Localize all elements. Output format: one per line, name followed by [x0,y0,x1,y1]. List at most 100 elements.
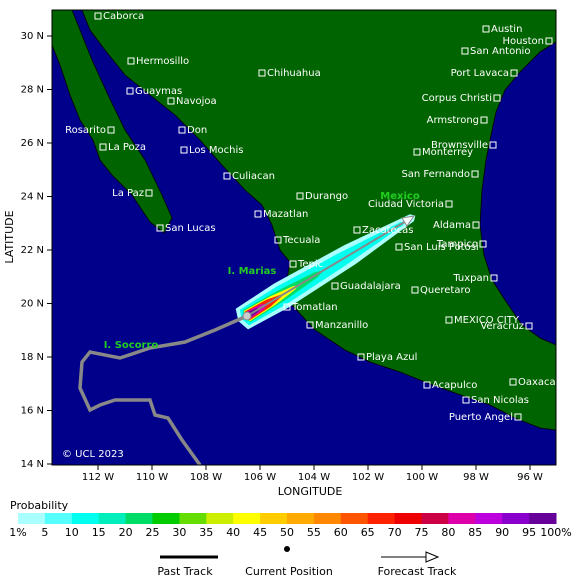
place-label: Culiacan [232,171,275,182]
place-marker [167,97,175,105]
place-marker [94,12,102,20]
place-label: Monterrey [422,147,473,158]
place-marker [479,240,487,248]
colorbar-label: 45 [253,526,267,539]
colorbar-label: 50 [280,526,294,539]
legend-forecast-arrow [425,551,440,563]
region-label: I. Socorro [104,340,159,351]
y-tick-label: 22 N [21,245,44,256]
colorbar-segment [98,513,127,524]
colorbar-segment [233,513,261,524]
legend-current-dot [284,546,290,552]
place-label: La Poza [108,142,146,153]
place-marker [223,172,231,180]
place-label: San Fernando [401,169,470,180]
place-label: Guadalajara [340,281,401,292]
copyright: © UCL 2023 [62,449,124,460]
colorbar-label: 5 [41,526,48,539]
place-marker [462,396,470,404]
place-marker [545,37,553,45]
colorbar-segment [152,513,180,524]
place-label: Ciudad Victoria [368,199,444,210]
region-label: I. Marias [228,266,277,277]
place-marker [306,321,314,329]
place-label: MEXICO CITY [454,315,520,326]
x-tick-label: 98 W [463,472,489,483]
colorbar-segment [179,513,207,524]
colorbar-label: 15 [92,526,106,539]
place-label: Guaymas [135,86,182,97]
place-marker [471,170,479,178]
colorbar-segment [448,513,476,524]
place-marker [289,260,297,268]
colorbar-segment [287,513,315,524]
colorbar-label: 10 [65,526,79,539]
x-tick-label: 112 W [82,472,114,483]
colorbar-label: 80 [441,526,455,539]
place-marker [461,47,469,55]
colorbar-label: 95 [522,526,536,539]
colorbar-label: 65 [361,526,375,539]
place-marker [445,200,453,208]
place-label: La Paz [112,188,144,199]
place-label: Port Lavaca [451,68,509,79]
colorbar-label: 60 [334,526,348,539]
place-label: San Luis Potosi [404,242,479,253]
place-marker [525,322,533,330]
x-tick-label: 108 W [190,472,222,483]
place-marker [514,413,522,421]
place-label: San Lucas [165,223,216,234]
y-tick-label: 26 N [21,138,44,149]
place-marker [99,143,107,151]
legend-past: Past Track [157,565,213,578]
place-marker [180,146,188,154]
y-tick-label: 14 N [21,459,44,470]
place-marker [258,69,266,77]
legend-title: Probability [10,499,69,512]
place-marker [395,243,403,251]
colorbar-segment [125,513,153,524]
colorbar-segment [367,513,396,524]
place-label: San Nicolas [471,395,529,406]
colorbar-segment [260,513,288,524]
place-label: Los Mochis [189,145,243,156]
place-label: Puerto Angel [449,412,513,423]
place-marker [413,148,421,156]
place-label: Playa Azul [366,352,417,363]
colorbar-label: 40 [226,526,240,539]
place-marker [490,274,498,282]
place-marker [509,378,517,386]
place-label: Brownsville [431,140,488,151]
place-label: Chihuahua [267,68,321,79]
y-tick-label: 30 N [21,31,44,42]
legend-current: Current Position [245,565,333,578]
place-label: Durango [305,191,348,202]
place-label: Manzanillo [315,320,368,331]
place-label: San Antonio [470,46,530,57]
colorbar-segment [71,513,100,524]
place-label: Houston [502,36,544,47]
colorbar-label: 85 [468,526,482,539]
place-marker [331,282,339,290]
place-label: Zacatecas [362,225,414,236]
y-tick-label: 20 N [21,299,44,310]
map-area [52,10,556,465]
colorbar-segment [313,513,342,524]
current-position [242,311,252,321]
colorbar-segment [206,513,234,524]
place-marker [472,221,480,229]
place-marker [254,210,262,218]
x-tick-label: 102 W [352,472,384,483]
place-marker [145,189,153,197]
colorbar-segment [340,513,369,524]
place-marker [283,303,291,311]
place-marker [107,126,115,134]
y-axis-label: LATITUDE [3,210,16,263]
x-tick-label: 110 W [136,472,168,483]
y-tick-label: 24 N [21,192,44,203]
map-frame [51,9,557,466]
colorbar-label: 70 [388,526,402,539]
place-marker [357,353,365,361]
colorbar-label: 1% [9,526,26,539]
place-label: Armstrong [427,115,479,126]
